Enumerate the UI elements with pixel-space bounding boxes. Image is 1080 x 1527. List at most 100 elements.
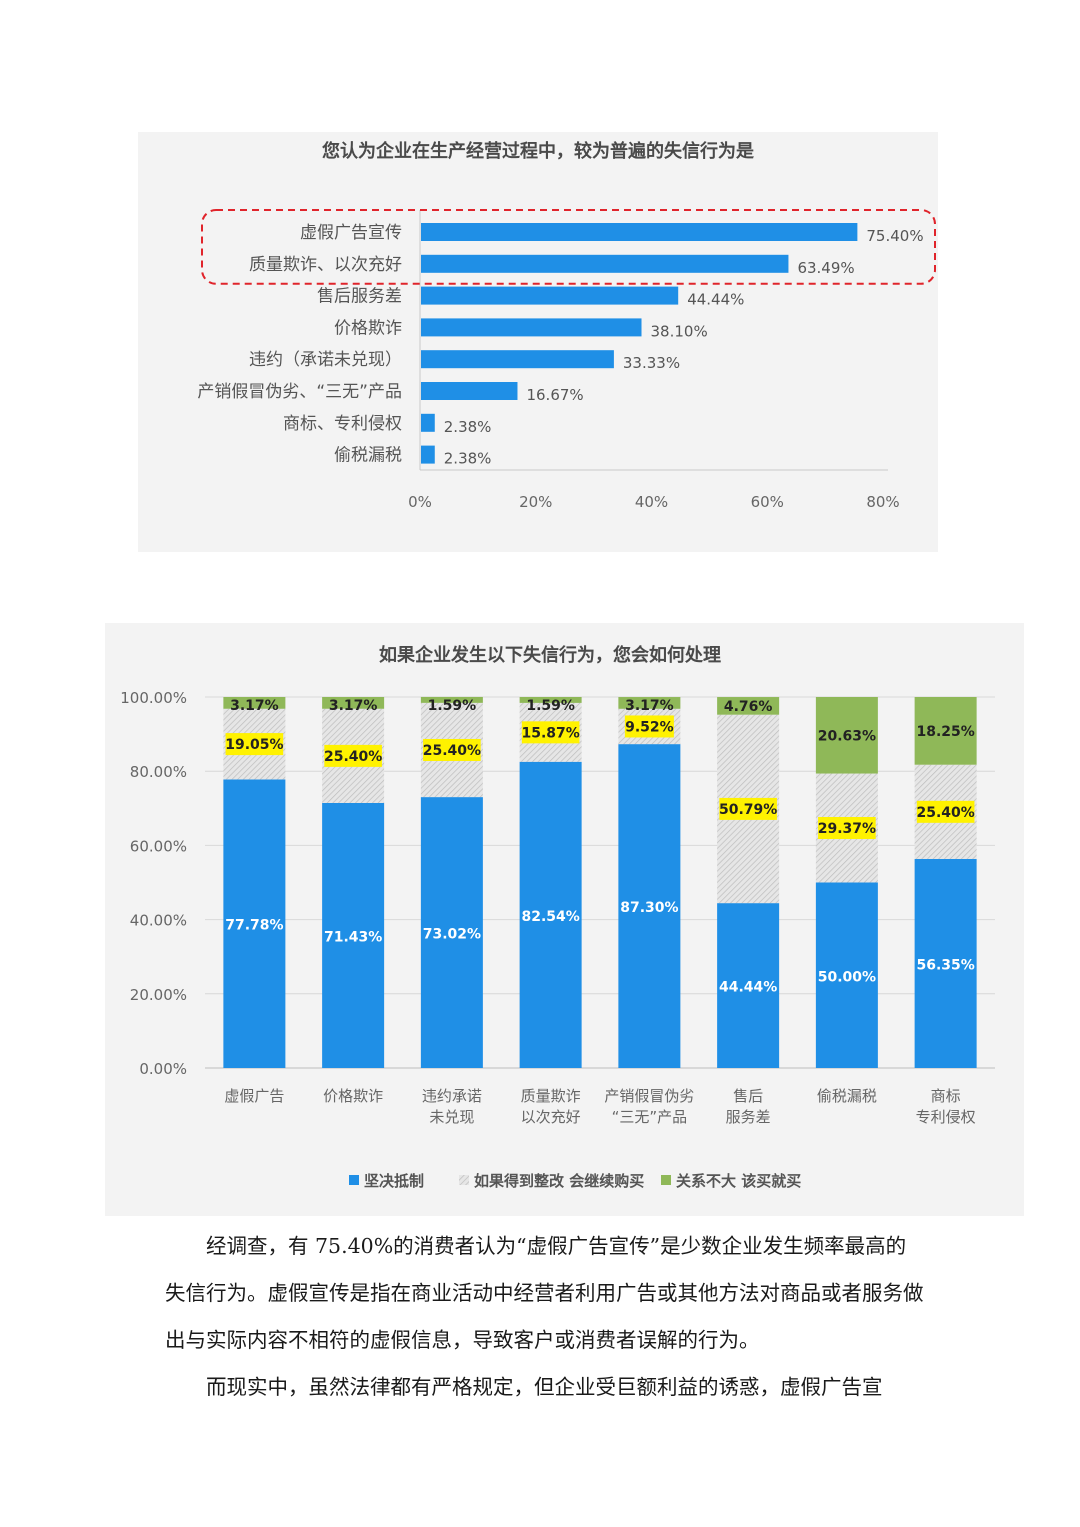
chart2-label-highlight (225, 733, 284, 756)
chart2-category-label: 服务差 (726, 1108, 771, 1126)
chart2-bar-segment (322, 697, 385, 709)
chart2-legend-swatch (661, 1175, 671, 1185)
chart1-x-tick-label: 60% (751, 493, 784, 511)
chart1-data-label: 38.10% (651, 322, 708, 340)
chart1-category-label: 偷税漏税 (334, 446, 402, 466)
chart2-data-label: 19.05% (225, 737, 283, 753)
chart1-data-label: 2.38% (444, 450, 492, 468)
chart2-title: 如果企业发生以下失信行为，您会如何处理 (379, 644, 721, 666)
chart2-data-label: 50.79% (719, 802, 777, 818)
chart2-legend-label: 如果得到整改 会继续购买 (474, 1172, 644, 1190)
chart2-category-label: 价格欺诈 (323, 1087, 383, 1105)
chart2-panel: 如果企业发生以下失信行为，您会如何处理 0.00% 20.00% 40.00% 60.0… (105, 623, 1024, 1216)
chart2-data-label: 4.76% (724, 699, 773, 715)
chart1-bar (421, 350, 614, 369)
chart1-bar (421, 445, 435, 464)
chart2-category-label: 商标 (931, 1087, 961, 1105)
chart1-panel: 您认为企业在生产经营过程中，较为普遍的失信行为是 0% 20% 40% 60% 80% 虚假… (138, 132, 938, 552)
chart2-data-label: 18.25% (916, 724, 974, 740)
chart2-data-label: 87.30% (620, 900, 678, 916)
chart2-y-tick-label: 40.00% (130, 912, 187, 930)
chart2-legend-label: 关系不大 该买就买 (676, 1172, 801, 1190)
chart2-legend-label: 坚决抵制 (364, 1172, 424, 1190)
chart1-bar (421, 318, 642, 337)
chart1-category-label: 售后服务差 (317, 287, 402, 307)
chart1-data-label: 33.33% (623, 354, 680, 372)
chart2-bar-segment (717, 697, 780, 715)
chart2-data-label: 44.44% (719, 980, 777, 996)
chart2-category-label: “三无”产品 (612, 1108, 688, 1126)
chart2-data-label: 25.40% (324, 749, 382, 765)
chart2-bar-segment (914, 858, 977, 1068)
chart2-bar-segment (223, 697, 286, 709)
chart2-data-label: 82.54% (521, 909, 579, 925)
chart2-bar-segment (223, 779, 286, 1068)
chart1-category-label: 产销假冒伪劣、“三无”产品 (197, 382, 402, 402)
chart2-legend-swatch (349, 1175, 359, 1185)
chart1-bar (421, 254, 789, 273)
chart2-data-label: 71.43% (324, 929, 382, 945)
chart1-bar (421, 413, 435, 432)
chart2-canvas: 如果企业发生以下失信行为，您会如何处理 0.00% 20.00% 40.00% 60.0… (120, 644, 995, 1190)
chart2-category-label: 质量欺诈 (521, 1087, 581, 1105)
chart2-label-highlight (624, 715, 674, 738)
chart1-data-label: 44.44% (687, 291, 744, 309)
chart1-bar (421, 286, 679, 305)
chart2-bar-segment (322, 802, 385, 1068)
chart2-data-label: 3.17% (625, 698, 674, 714)
chart2-data-label: 3.17% (329, 698, 378, 714)
chart2-y-tick-label: 0.00% (139, 1060, 187, 1078)
chart1-category-label: 虚假广告宣传 (300, 223, 402, 243)
chart1-bar (421, 382, 518, 400)
chart2-y-tick-label: 100.00% (120, 689, 187, 707)
chart2-data-label: 1.59% (526, 698, 575, 714)
body-paragraph-1: 经调查，有 75.40%的消费者认为“虚假广告宣传”是少数企业发生频率最高的失信… (165, 1234, 924, 1352)
chart2-category-label: 专利侵权 (916, 1108, 976, 1126)
chart2-category-label: 偷税漏税 (817, 1087, 877, 1105)
chart1-bar (421, 223, 858, 241)
chart1-highlight-box (201, 209, 936, 285)
chart2-data-label: 20.63% (818, 728, 876, 744)
chart2-bar-segment (420, 797, 483, 1068)
chart2-bar-segment (519, 697, 582, 703)
chart2-label-highlight (719, 797, 777, 820)
chart2-label-highlight (324, 744, 382, 767)
chart2-data-label: 29.37% (818, 821, 876, 837)
chart2-category-label: 售后 (733, 1087, 763, 1105)
chart2-bar-segment (717, 903, 780, 1068)
chart1-category-label: 违约（承诺未兑现） (249, 350, 402, 370)
chart1-category-label: 商标、专利侵权 (283, 414, 402, 434)
chart2-data-label: 77.78% (225, 918, 283, 934)
chart2-data-label: 73.02% (423, 927, 481, 943)
chart2-data-label: 1.59% (428, 698, 477, 714)
chart2-y-tick-label: 20.00% (130, 986, 187, 1004)
chart1-title: 您认为企业在生产经营过程中，较为普遍的失信行为是 (322, 140, 754, 162)
chart1-x-tick-label: 40% (635, 493, 668, 511)
chart1-x-tick-label: 80% (866, 493, 899, 511)
chart2-legend-swatch (459, 1175, 469, 1185)
chart2-category-label: 以次充好 (521, 1108, 581, 1126)
chart2-y-tick-label: 60.00% (130, 837, 187, 855)
chart1-x-tick-label: 0% (408, 493, 432, 511)
chart2-data-label: 9.52% (625, 719, 674, 735)
chart2-bar-segment (815, 697, 878, 774)
chart1-canvas: 您认为企业在生产经营过程中，较为普遍的失信行为是 0% 20% 40% 60% 80% 虚假… (197, 140, 936, 511)
chart2-data-label: 50.00% (818, 969, 876, 985)
chart2-data-label: 3.17% (230, 698, 279, 714)
chart2-label-highlight (521, 721, 580, 744)
chart2-data-label: 25.40% (916, 805, 974, 821)
chart1-x-tick-label: 20% (519, 493, 552, 511)
chart2-category-label: 违约承诺 (422, 1087, 482, 1105)
chart1-category-label: 质量欺诈、以次充好 (249, 255, 402, 275)
chart2-bar-segment (519, 761, 582, 1068)
chart2-category-label: 虚假广告 (224, 1087, 284, 1105)
body-paragraph-2: 而现实中，虽然法律都有严格规定，但企业受巨额利益的诱惑，虚假广告宣 (206, 1375, 883, 1399)
chart1-data-label: 63.49% (797, 259, 854, 277)
chart1-category-label: 价格欺诈 (334, 318, 402, 338)
chart2-label-highlight (916, 800, 975, 823)
chart2-bar-segment (420, 696, 483, 703)
chart1-data-label: 16.67% (526, 386, 583, 404)
chart2-data-label: 15.87% (521, 725, 579, 741)
chart2-bar-segment (815, 882, 878, 1068)
chart1-data-label: 2.38% (444, 418, 492, 436)
